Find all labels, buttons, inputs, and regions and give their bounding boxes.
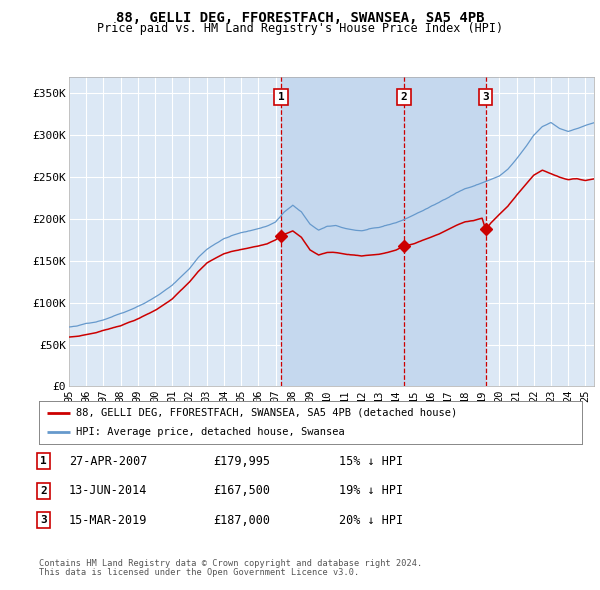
Text: 27-APR-2007: 27-APR-2007 xyxy=(69,455,148,468)
Text: 15% ↓ HPI: 15% ↓ HPI xyxy=(339,455,403,468)
Text: 88, GELLI DEG, FFORESTFACH, SWANSEA, SA5 4PB: 88, GELLI DEG, FFORESTFACH, SWANSEA, SA5… xyxy=(116,11,484,25)
Text: HPI: Average price, detached house, Swansea: HPI: Average price, detached house, Swan… xyxy=(76,427,344,437)
Text: Price paid vs. HM Land Registry's House Price Index (HPI): Price paid vs. HM Land Registry's House … xyxy=(97,22,503,35)
Text: This data is licensed under the Open Government Licence v3.0.: This data is licensed under the Open Gov… xyxy=(39,568,359,577)
Text: 15-MAR-2019: 15-MAR-2019 xyxy=(69,514,148,527)
Text: 3: 3 xyxy=(482,92,489,102)
Text: 2: 2 xyxy=(40,486,47,496)
Text: £179,995: £179,995 xyxy=(213,455,270,468)
Text: 20% ↓ HPI: 20% ↓ HPI xyxy=(339,514,403,527)
Text: 13-JUN-2014: 13-JUN-2014 xyxy=(69,484,148,497)
Bar xyxy=(281,77,486,386)
Text: £187,000: £187,000 xyxy=(213,514,270,527)
Text: 1: 1 xyxy=(40,457,47,466)
Text: 1: 1 xyxy=(278,92,284,102)
Text: 3: 3 xyxy=(40,516,47,525)
Text: 2: 2 xyxy=(400,92,407,102)
Text: Contains HM Land Registry data © Crown copyright and database right 2024.: Contains HM Land Registry data © Crown c… xyxy=(39,559,422,568)
Text: £167,500: £167,500 xyxy=(213,484,270,497)
Text: 19% ↓ HPI: 19% ↓ HPI xyxy=(339,484,403,497)
Text: 88, GELLI DEG, FFORESTFACH, SWANSEA, SA5 4PB (detached house): 88, GELLI DEG, FFORESTFACH, SWANSEA, SA5… xyxy=(76,408,457,418)
